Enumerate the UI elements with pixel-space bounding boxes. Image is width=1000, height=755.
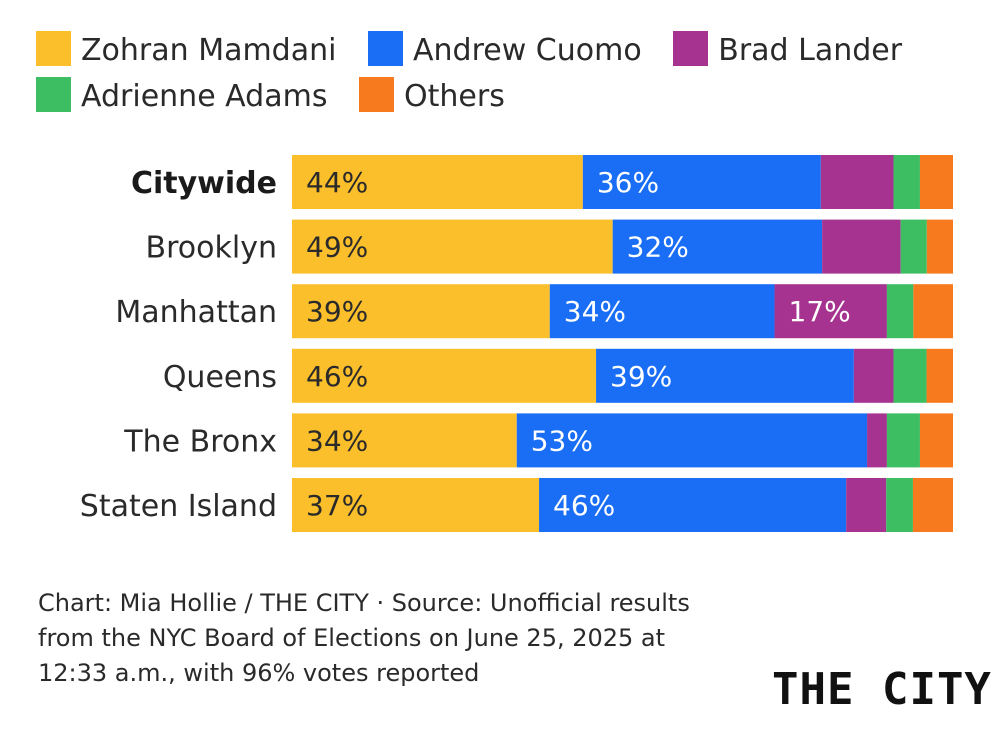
- legend-label: Andrew Cuomo: [413, 33, 642, 68]
- bar-segment: [886, 478, 913, 532]
- data-label: 46%: [306, 360, 368, 393]
- bar-segment: [822, 219, 901, 274]
- bar-segment: [919, 413, 953, 468]
- legend-item: Brad Lander: [673, 31, 903, 68]
- legend-item: Adrienne Adams: [36, 77, 328, 114]
- category-label: The Bronx: [123, 424, 277, 459]
- bar-segment: [912, 478, 953, 532]
- bar-segment: [582, 155, 821, 209]
- bar-segment: [919, 155, 953, 209]
- bar-segment: [926, 219, 953, 274]
- data-label: 36%: [597, 166, 659, 199]
- bar-segment: [516, 413, 868, 468]
- legend-swatch: [359, 77, 395, 112]
- bar-segment: [292, 219, 613, 274]
- bar-segment: [913, 284, 953, 339]
- legend-swatch: [36, 31, 71, 66]
- bar-segment: [292, 348, 597, 403]
- bar-segment: [886, 284, 914, 339]
- legend-item: Others: [359, 77, 505, 114]
- bar-segment: [292, 478, 540, 532]
- source-credit: Chart: Mia Hollie / THE CITY · Source: U…: [38, 589, 690, 687]
- bar-segment: [596, 348, 854, 403]
- bar-segment: [846, 478, 887, 532]
- bar-segment: [539, 478, 847, 532]
- data-label: 44%: [306, 166, 368, 199]
- legend-label: Brad Lander: [718, 33, 903, 68]
- category-label: Queens: [163, 360, 277, 395]
- legend-item: Andrew Cuomo: [368, 31, 642, 68]
- category-label: Brooklyn: [146, 231, 277, 266]
- legend-swatch: [36, 77, 71, 112]
- bar-segment: [292, 155, 583, 209]
- bar-segment: [292, 413, 517, 468]
- data-label: 17%: [789, 295, 851, 328]
- stacked-bar-chart: Citywide 44% 36% Brooklyn 49% 32% Manhattan 39%…: [80, 155, 953, 532]
- bar-segment: [292, 284, 550, 339]
- category-label: Manhattan: [115, 295, 277, 330]
- data-label: 46%: [553, 489, 615, 522]
- data-label: 53%: [531, 424, 593, 457]
- legend: Zohran Mamdani Andrew Cuomo Brad Lander …: [36, 28, 936, 120]
- bar-segment: [926, 348, 953, 403]
- bar-segment: [867, 413, 887, 468]
- bar-segment: [893, 348, 927, 403]
- bar-segment: [893, 155, 920, 209]
- category-label: Citywide: [131, 166, 277, 201]
- bar-segment: [612, 219, 823, 274]
- category-label: Staten Island: [80, 489, 277, 524]
- bar-segment: [886, 413, 920, 468]
- data-label: 49%: [306, 231, 368, 264]
- data-label: 39%: [306, 295, 368, 328]
- bar-segment: [900, 219, 927, 274]
- data-label: 34%: [306, 424, 368, 457]
- legend-item: Zohran Mamdani: [36, 31, 337, 68]
- legend-label: Adrienne Adams: [81, 79, 328, 114]
- legend-label: Others: [404, 79, 505, 114]
- legend-swatch: [673, 31, 709, 66]
- data-label: 39%: [610, 360, 672, 393]
- data-label: 32%: [627, 231, 689, 264]
- bar-segment: [853, 348, 894, 403]
- bar-segment: [774, 284, 887, 339]
- legend-swatch: [368, 31, 404, 66]
- publisher-logo: THE CITY: [772, 664, 992, 715]
- data-label: 37%: [306, 489, 368, 522]
- data-label: 34%: [564, 295, 626, 328]
- bar-segment: [820, 155, 894, 209]
- legend-label: Zohran Mamdani: [81, 33, 337, 68]
- bar-segment: [549, 284, 775, 339]
